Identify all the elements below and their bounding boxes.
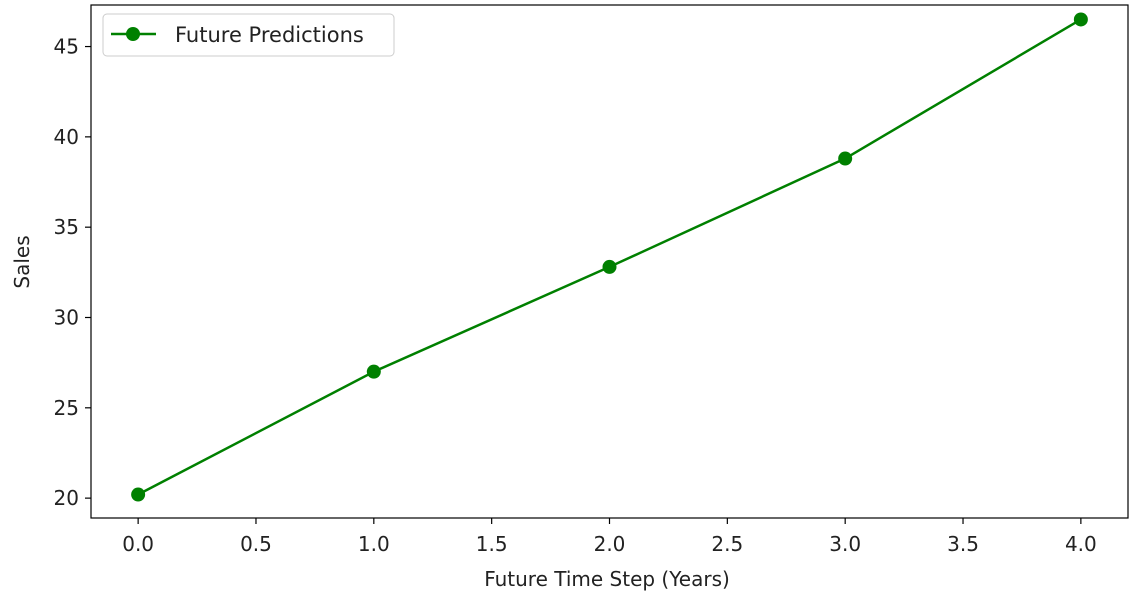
y-tick-label: 45 — [54, 35, 79, 59]
plot-frame — [90, 4, 1129, 519]
data-point — [602, 259, 617, 274]
x-axis-label: Future Time Step (Years) — [484, 567, 730, 591]
x-tick-label: 0.0 — [122, 532, 154, 556]
x-axis-ticks: 0.0 0.5 1.0 1.5 2.0 2.5 3.0 3.5 4.0 — [122, 518, 1097, 556]
x-tick-label: 3.5 — [947, 532, 979, 556]
y-tick-label: 25 — [54, 396, 79, 420]
x-tick-label: 1.0 — [358, 532, 390, 556]
data-point — [838, 151, 853, 166]
series-layer — [131, 12, 1088, 502]
legend-marker-sample — [126, 27, 140, 41]
data-point — [131, 487, 146, 502]
legend-label: Future Predictions — [175, 23, 364, 47]
data-point — [366, 364, 381, 379]
x-tick-label: 0.5 — [240, 532, 272, 556]
y-tick-label: 30 — [54, 305, 79, 329]
x-tick-label: 2.0 — [594, 532, 626, 556]
y-axis-label: Sales — [10, 235, 34, 288]
y-axis-ticks: 20 25 30 35 40 45 — [54, 35, 91, 510]
x-tick-label: 1.5 — [476, 532, 508, 556]
y-tick-label: 35 — [54, 215, 79, 239]
series-line — [137, 18, 1082, 496]
legend-box — [102, 13, 395, 57]
x-tick-label: 2.5 — [711, 532, 743, 556]
x-tick-label: 3.0 — [829, 532, 861, 556]
y-tick-label: 40 — [54, 125, 79, 149]
y-tick-label: 20 — [54, 486, 79, 510]
x-tick-label: 4.0 — [1065, 532, 1097, 556]
legend: Future Predictions — [102, 13, 395, 57]
data-point — [1073, 12, 1088, 27]
